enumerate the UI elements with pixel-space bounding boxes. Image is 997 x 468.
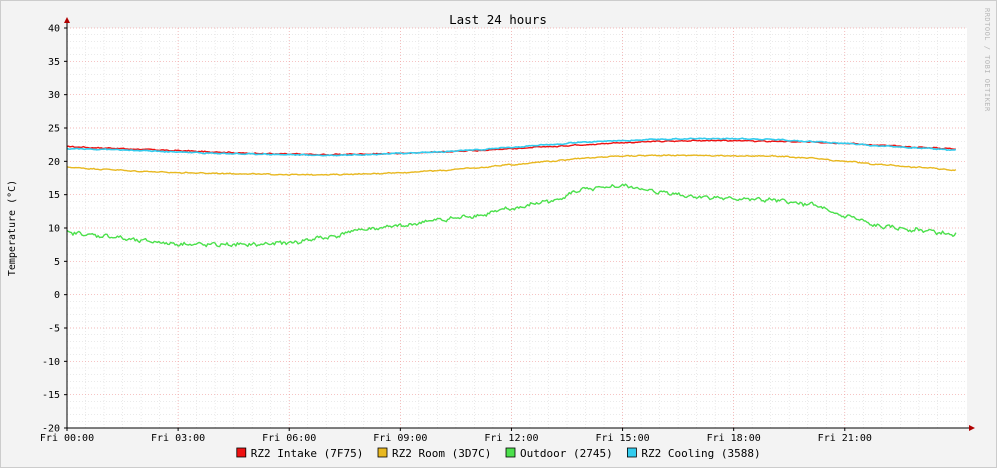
y-tick-label: 5 — [54, 257, 60, 268]
x-tick-labels: Fri 00:00 Fri 03:00 Fri 06:00 Fri 09:00 Fri … — [40, 433, 872, 444]
x-tick-label: Fri 15:00 — [595, 433, 649, 444]
y-tick-label: 20 — [48, 157, 60, 168]
legend-swatch — [236, 447, 247, 458]
legend-swatch — [505, 447, 516, 458]
y-tick-label: -5 — [48, 324, 60, 335]
legend-swatch — [377, 447, 388, 458]
legend-label: Outdoor (2745) — [520, 447, 613, 460]
x-tick-label: Fri 03:00 — [151, 433, 205, 444]
y-tick-label: 25 — [48, 124, 60, 135]
series-line-2 — [66, 183, 957, 248]
x-tick-label: Fri 18:00 — [707, 433, 761, 444]
y-tick-label: -10 — [42, 357, 60, 368]
chart-title: Last 24 hours — [449, 12, 547, 27]
y-tick-label: 10 — [48, 224, 60, 235]
major-grid — [66, 27, 967, 429]
legend-label: RZ2 Cooling (3588) — [641, 447, 760, 460]
x-tick-label: Fri 00:00 — [40, 433, 94, 444]
y-tick-label: 30 — [48, 90, 60, 101]
y-tick-label: -20 — [42, 424, 60, 435]
x-tick-label: Fri 09:00 — [373, 433, 427, 444]
y-tick-label: 40 — [48, 24, 60, 35]
axes — [64, 17, 975, 431]
series-line-3 — [66, 137, 957, 157]
y-tick-label: 15 — [48, 190, 60, 201]
legend-label: RZ2 Intake (7F75) — [251, 447, 364, 460]
y-axis-label: Temperature (°C) — [7, 180, 18, 276]
x-axis-arrow — [969, 425, 975, 431]
y-tick-label: -15 — [42, 390, 60, 401]
watermark: RRDTOOL / TOBI OETIKER — [983, 8, 991, 112]
series-layer — [66, 137, 957, 248]
x-tick-label: Fri 12:00 — [484, 433, 538, 444]
y-tick-label: 35 — [48, 57, 60, 68]
series-line-1 — [66, 154, 957, 176]
minor-grid — [67, 28, 967, 428]
y-tick-labels: -20 -15 -10 -5 0 5 10 15 20 25 30 35 40 — [42, 24, 60, 435]
legend: RZ2 Intake (7F75) RZ2 Room (3D7C) Outdoor … — [236, 447, 761, 460]
legend-swatch — [627, 447, 637, 458]
x-tick-label: Fri 06:00 — [262, 433, 316, 444]
legend-label: RZ2 Room (3D7C) — [392, 447, 491, 460]
y-tick-label: 0 — [54, 290, 60, 301]
y-axis-arrow — [64, 17, 70, 23]
x-tick-label: Fri 21:00 — [818, 433, 872, 444]
